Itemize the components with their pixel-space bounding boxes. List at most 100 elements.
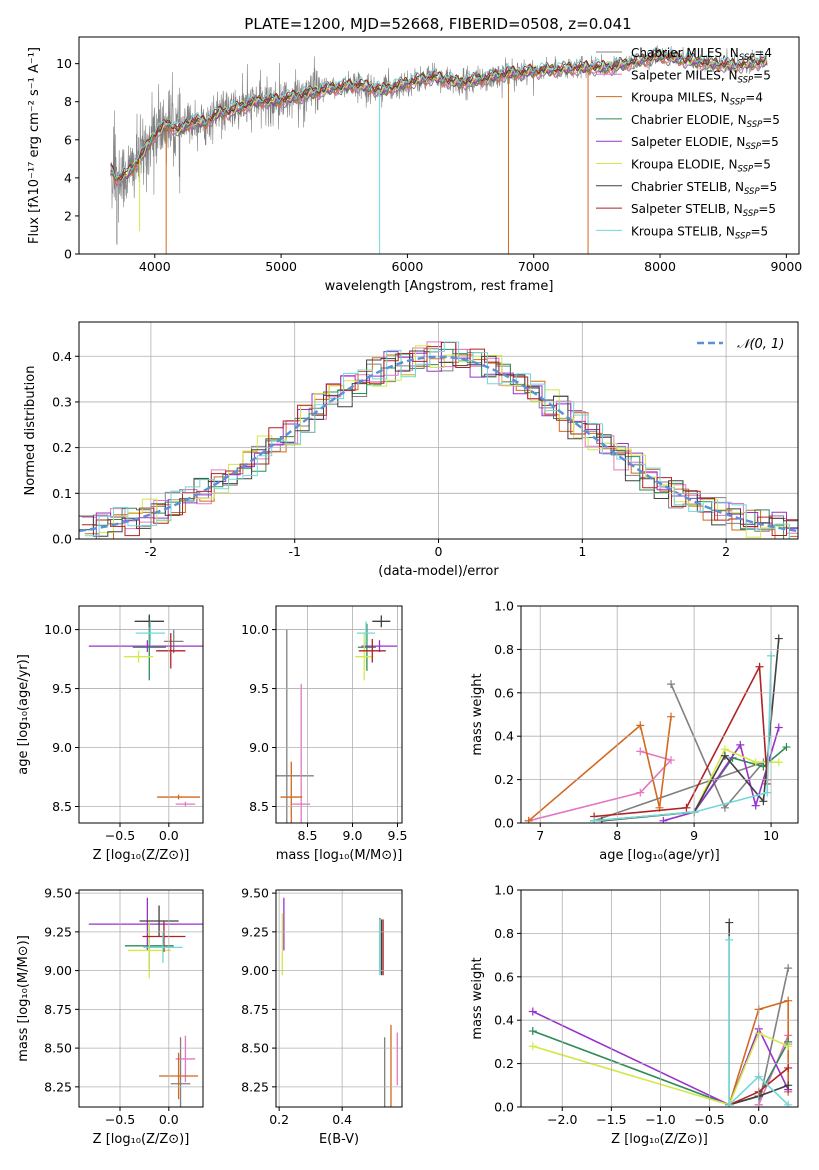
weight-line xyxy=(532,1032,789,1106)
x-axis-label: (data-model)/error xyxy=(378,564,499,579)
y-axis-label: mass weight xyxy=(470,673,485,755)
weight-marker xyxy=(763,788,772,797)
x-tick-label: 1 xyxy=(578,544,586,559)
y-tick-label: 10.0 xyxy=(241,622,269,637)
axes-frame xyxy=(78,36,800,255)
plot-area-mass_vs_Z xyxy=(88,897,203,1107)
weight-line xyxy=(594,655,772,822)
legend-entry: 𝒩(0, 1) xyxy=(737,337,784,352)
y-axis-label: mass [log₁₀(M/M⊙)] xyxy=(16,935,31,1062)
x-tick-label: 8.5 xyxy=(298,828,318,843)
weight-marker xyxy=(667,680,676,689)
x-tick-label: −0.5 xyxy=(694,1112,724,1127)
y-tick-label: 9.25 xyxy=(44,924,72,939)
legend-entry: Chabrier STELIB, NSSP=5 xyxy=(631,180,777,197)
y-tick-label: 8.50 xyxy=(44,1041,72,1056)
x-tick-label: 8 xyxy=(613,828,621,843)
weight-line xyxy=(728,939,789,1107)
x-tick-label: 0.4 xyxy=(332,1112,352,1127)
y-tick-label: 9.0 xyxy=(249,740,269,755)
plot-area-weight_vs_age xyxy=(524,634,791,823)
plot-area-residual_hist xyxy=(79,341,798,539)
y-tick-label: 10 xyxy=(56,56,72,71)
y-tick-label: 4 xyxy=(64,170,72,185)
x-tick-label: -2 xyxy=(145,544,157,559)
weight-marker xyxy=(720,751,729,760)
weight-marker xyxy=(528,1042,537,1051)
weight-marker xyxy=(784,1063,793,1072)
axes-weight_vs_age: 7 8 9 10 0.0 0.2 0.4 0.6 0.8 1.0 age [log₁₀(age/yr… xyxy=(470,599,799,863)
y-tick-label: 8.25 xyxy=(44,1079,72,1094)
y-tick-label: 0.4 xyxy=(494,1013,514,1028)
x-tick-label: 2 xyxy=(722,544,730,559)
y-tick-label: 9.5 xyxy=(249,681,269,696)
weight-marker xyxy=(736,740,745,749)
axes-frame xyxy=(275,889,403,1108)
weight-marker xyxy=(784,964,793,973)
y-axis-label: Normed distribution xyxy=(23,366,38,496)
y-tick-label: 0.4 xyxy=(494,729,514,744)
weight-line xyxy=(528,750,673,822)
x-tick-label: 4000 xyxy=(139,259,171,274)
x-tick-label: −0.5 xyxy=(105,828,135,843)
spectrum-model-line xyxy=(110,49,767,182)
x-tick-label: -1 xyxy=(288,544,300,559)
spectrum-model-line xyxy=(110,50,768,181)
y-tick-label: 9.25 xyxy=(241,924,269,939)
plot-area-weight_vs_Z xyxy=(528,918,793,1107)
y-tick-label: 9.50 xyxy=(44,886,72,901)
y-tick-label: 9.5 xyxy=(52,681,72,696)
histogram-step xyxy=(81,341,798,539)
x-axis-label: Z [log₁₀(Z/Z⊙)] xyxy=(93,848,190,863)
axes-weight_vs_Z: −2.0 −1.5 −1.0 −0.5 0.0 0.0 0.2 0.4 0.6 0.8 1.0 Z [… xyxy=(470,883,799,1147)
x-axis-label: Z [log₁₀(Z/Z⊙)] xyxy=(611,1132,708,1147)
weight-marker xyxy=(784,1042,793,1051)
legend-entry: Salpeter STELIB, NSSP=5 xyxy=(631,202,776,219)
x-tick-label: 0.2 xyxy=(269,1112,289,1127)
x-tick-label: 9000 xyxy=(770,259,802,274)
y-tick-label: 0 xyxy=(64,247,72,262)
weight-marker xyxy=(774,758,783,767)
y-tick-label: 0.0 xyxy=(494,1100,514,1115)
y-tick-label: 1.0 xyxy=(494,599,514,614)
weight-marker xyxy=(720,803,729,812)
x-tick-label: 0.0 xyxy=(749,1112,769,1127)
axes-frame xyxy=(520,605,799,824)
x-axis-label: E(B-V) xyxy=(319,1132,359,1147)
y-tick-label: 0.1 xyxy=(52,486,72,501)
x-tick-label: 10 xyxy=(763,828,779,843)
weight-line xyxy=(601,748,779,822)
axes-spectrum: 4000 5000 6000 7000 8000 9000 0 2 4 6 8 10 wavelengt… xyxy=(27,36,802,294)
axes-age_vs_Z: −0.5 0.0 8.5 9.0 9.5 10.0 Z [log₁₀(Z/Z⊙)] age [… xyxy=(16,605,204,863)
y-tick-label: 0.4 xyxy=(52,349,72,364)
axes-age_vs_mass: 8.5 9.0 9.5 8.5 9.0 9.5 10.0 mass [log₁₀(M/M⊙)] xyxy=(241,605,407,863)
weight-marker xyxy=(590,816,599,823)
figure-title: PLATE=1200, MJD=52668, FIBERID=0508, z=0… xyxy=(244,15,631,33)
x-tick-label: 9.0 xyxy=(343,828,363,843)
weight-marker xyxy=(784,1081,793,1090)
y-tick-label: 0.3 xyxy=(52,394,72,409)
y-tick-label: 0.8 xyxy=(494,926,514,941)
y-tick-label: 8.75 xyxy=(241,1002,269,1017)
y-tick-label: 0.2 xyxy=(494,772,514,787)
legend-entry: Salpeter MILES, NSSP=5 xyxy=(631,68,771,85)
weight-marker xyxy=(528,1027,537,1036)
weight-marker xyxy=(751,801,760,810)
weight-marker xyxy=(667,712,676,721)
x-tick-label: 7 xyxy=(536,828,544,843)
y-tick-label: 9.0 xyxy=(52,740,72,755)
weight-line xyxy=(528,716,672,822)
x-tick-label: 9 xyxy=(690,828,698,843)
y-tick-label: 8 xyxy=(64,94,72,109)
chart-layer: 4000 5000 6000 7000 8000 90000246810wavelengt… xyxy=(16,36,802,1147)
weight-marker xyxy=(725,935,734,944)
legend-entry: Salpeter ELODIE, NSSP=5 xyxy=(631,135,779,152)
plot-area-age_vs_mass xyxy=(276,615,398,823)
weight-marker xyxy=(784,996,793,1005)
legend-entry: Kroupa ELODIE, NSSP=5 xyxy=(631,158,771,175)
plot-area-age_vs_Z xyxy=(88,614,203,807)
weight-marker xyxy=(682,803,691,812)
y-tick-label: 0.6 xyxy=(494,685,514,700)
y-tick-label: 0.0 xyxy=(494,816,514,831)
weight-line xyxy=(594,746,788,822)
